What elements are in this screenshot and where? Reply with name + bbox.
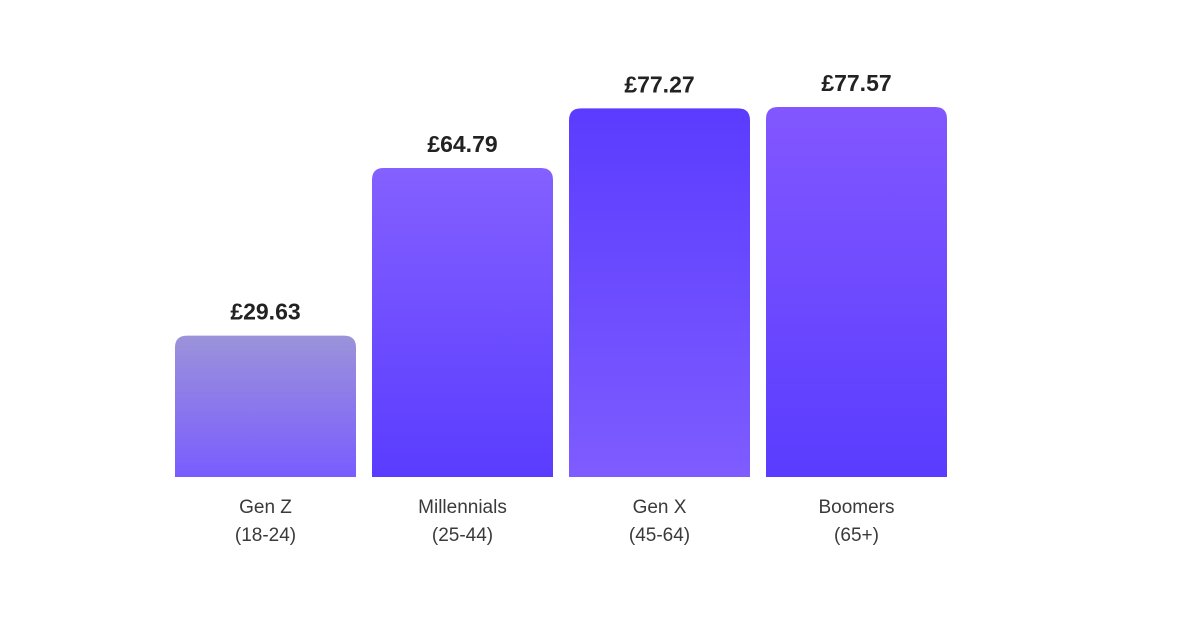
category-range-label: (18-24) xyxy=(235,525,296,546)
category-label: Boomers xyxy=(818,497,894,518)
value-label: £77.57 xyxy=(821,70,891,96)
category-label: Gen Z xyxy=(239,497,292,518)
category-range-label: (45-64) xyxy=(629,525,690,546)
category-labels-layer: Gen Z (18-24) Millennials (25-44) Gen X (45-6… xyxy=(235,497,895,546)
category-label: Millennials xyxy=(418,497,507,518)
bars-layer xyxy=(175,106,947,478)
category-label: Gen X xyxy=(633,497,687,518)
value-label: £29.63 xyxy=(230,299,300,325)
value-label: £77.27 xyxy=(624,71,694,97)
bar-millennials xyxy=(372,167,553,477)
category-range-label: (25-44) xyxy=(432,525,493,546)
bar-gen-z xyxy=(175,335,356,477)
category-range-label: (65+) xyxy=(834,525,879,546)
bar-gen-x xyxy=(569,108,750,478)
value-label: £64.79 xyxy=(427,131,497,157)
bar-boomers xyxy=(766,106,947,478)
value-labels-layer: £29.63 £64.79 £77.27 £77.57 xyxy=(230,70,891,325)
